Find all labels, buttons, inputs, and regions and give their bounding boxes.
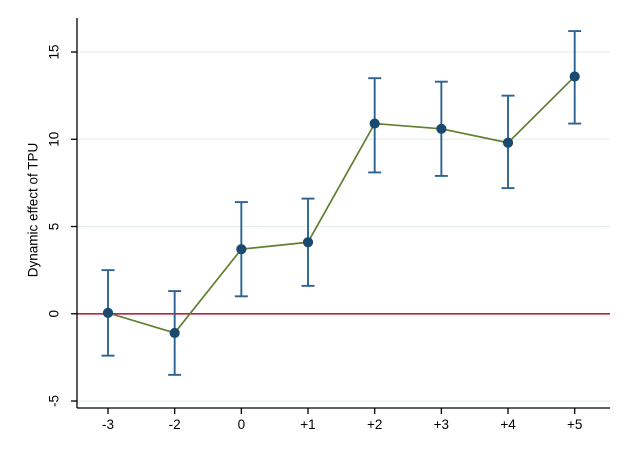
y-tick-label: 10 xyxy=(47,132,62,147)
data-point-marker xyxy=(502,137,514,148)
data-point-marker xyxy=(569,71,580,82)
x-tick-label: -3 xyxy=(102,417,114,432)
data-point-marker xyxy=(102,307,114,318)
data-point-markers xyxy=(102,71,580,339)
y-tick-label: 0 xyxy=(47,310,62,318)
x-tick-label: +2 xyxy=(367,417,382,432)
x-tick-label: +3 xyxy=(434,417,449,432)
y-tick-label: 5 xyxy=(47,223,62,231)
y-tick-label: -5 xyxy=(47,395,62,407)
data-point-marker xyxy=(436,123,447,134)
y-axis-title: Dynamic effect of TPU xyxy=(26,143,41,278)
series-line xyxy=(107,75,576,334)
x-tick-label: +1 xyxy=(300,417,315,432)
error-bars xyxy=(101,30,582,376)
data-point-marker xyxy=(169,327,180,339)
y-tick-label: 15 xyxy=(47,45,62,60)
x-tick-label: +4 xyxy=(500,417,516,432)
x-tick-label: -2 xyxy=(169,417,181,432)
x-tick-label: +5 xyxy=(567,417,582,432)
x-axis: -3 -2 0 +1 +2 +3 +4 +5 xyxy=(102,408,582,432)
gridlines xyxy=(77,51,610,402)
x-tick-label: 0 xyxy=(238,417,246,432)
data-point-marker xyxy=(369,118,380,129)
data-point-marker xyxy=(302,237,314,248)
y-axis: -5 0 5 10 15 xyxy=(47,45,77,407)
data-point-marker xyxy=(236,244,247,255)
